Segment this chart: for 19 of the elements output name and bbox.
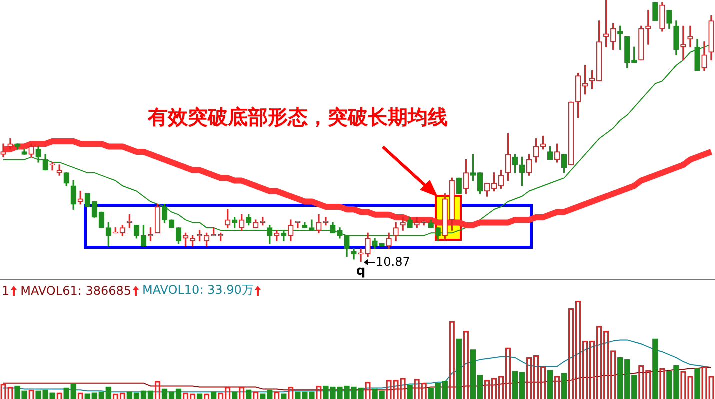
bar bbox=[246, 390, 252, 399]
bar bbox=[561, 373, 568, 399]
annotation: 有效突破底部形态，突破长期均线 bbox=[148, 106, 448, 131]
bar bbox=[281, 394, 287, 399]
candlestick bbox=[50, 162, 56, 171]
text: q bbox=[356, 264, 366, 279]
text: MAVOL10: 33.90万 bbox=[142, 282, 254, 299]
bar bbox=[456, 338, 462, 399]
bar bbox=[232, 392, 238, 399]
bar bbox=[196, 394, 203, 399]
text: 1 bbox=[2, 284, 10, 298]
candlestick bbox=[680, 26, 686, 61]
bar bbox=[407, 384, 413, 399]
text: MAVOL61: 386685 bbox=[20, 284, 132, 298]
bar bbox=[652, 338, 658, 399]
annotation: 10.87 bbox=[376, 255, 410, 270]
bar bbox=[210, 392, 217, 399]
bar bbox=[547, 370, 554, 399]
bar bbox=[694, 368, 700, 399]
